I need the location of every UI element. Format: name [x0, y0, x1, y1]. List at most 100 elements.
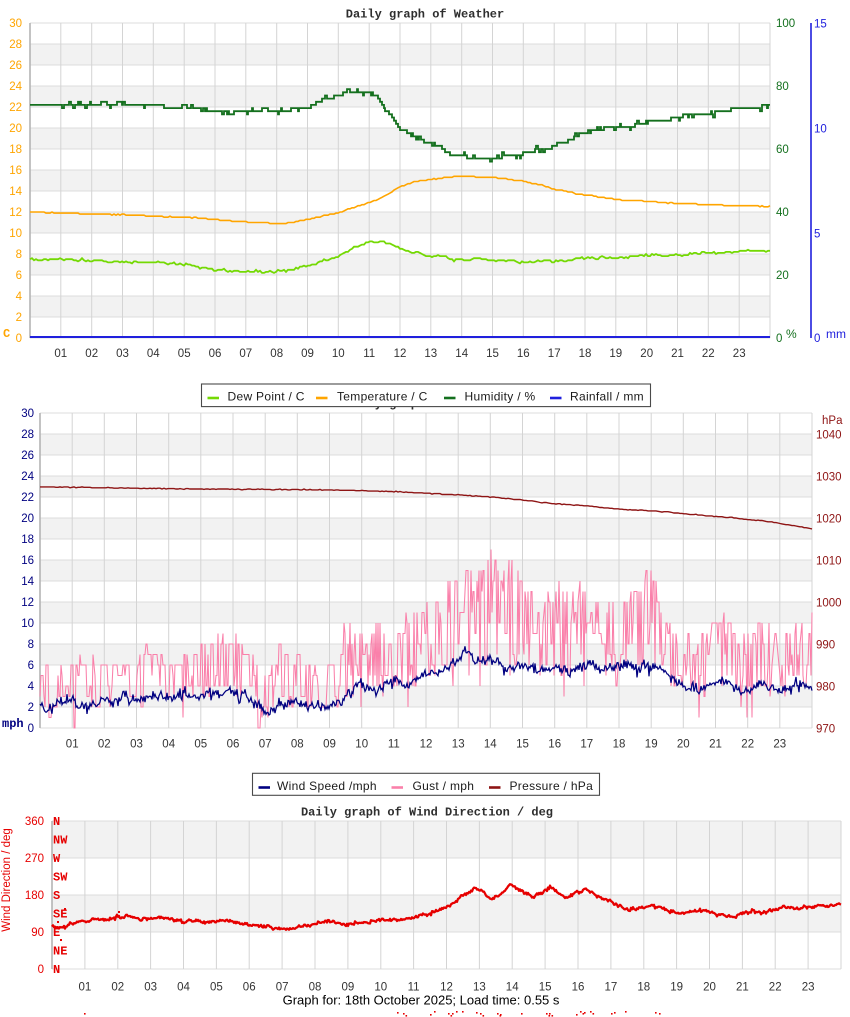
svg-text:S: S	[53, 889, 60, 903]
svg-text:14: 14	[21, 576, 34, 588]
svg-text:13: 13	[473, 982, 486, 994]
svg-text:mm: mm	[826, 327, 846, 341]
svg-text:60: 60	[776, 144, 789, 156]
svg-text:10: 10	[814, 124, 827, 136]
svg-text:12: 12	[440, 982, 453, 994]
svg-text:6: 6	[16, 270, 22, 282]
svg-text:1040: 1040	[816, 430, 842, 442]
svg-text:01: 01	[54, 348, 67, 360]
svg-text:05: 05	[194, 739, 207, 751]
svg-text:Temperature / C: Temperature / C	[337, 390, 428, 404]
svg-text:18: 18	[637, 982, 650, 994]
svg-text:01: 01	[66, 739, 79, 751]
svg-text:18: 18	[613, 739, 626, 751]
svg-text:16: 16	[548, 739, 561, 751]
svg-text:Humidity / %: Humidity / %	[465, 390, 536, 404]
svg-text:23: 23	[733, 348, 746, 360]
svg-text:Wind Speed /mph: Wind Speed /mph	[277, 779, 377, 793]
svg-text:10: 10	[355, 739, 368, 751]
svg-text:2: 2	[28, 702, 34, 714]
svg-text:NE: NE	[53, 945, 67, 959]
svg-text:8: 8	[28, 639, 34, 651]
svg-text:22: 22	[9, 102, 22, 114]
svg-text:11: 11	[363, 348, 375, 360]
svg-text:21: 21	[736, 982, 749, 994]
svg-text:15: 15	[486, 348, 499, 360]
svg-text:16: 16	[517, 348, 530, 360]
svg-text:28: 28	[9, 39, 22, 51]
svg-text:1010: 1010	[816, 556, 842, 568]
svg-text:23: 23	[773, 739, 786, 751]
svg-text:Rainfall / mm: Rainfall / mm	[570, 390, 644, 404]
svg-text:06: 06	[209, 348, 222, 360]
svg-text:Dew Point / C: Dew Point / C	[228, 390, 305, 404]
svg-text:10: 10	[332, 348, 345, 360]
svg-text:13: 13	[424, 348, 437, 360]
svg-text:02: 02	[85, 348, 98, 360]
svg-text:20: 20	[776, 270, 789, 282]
svg-text:01: 01	[79, 982, 92, 994]
svg-text:09: 09	[301, 348, 314, 360]
svg-text:90: 90	[31, 927, 44, 939]
svg-text:Gust / mph: Gust / mph	[413, 779, 475, 793]
svg-text:270: 270	[25, 853, 44, 865]
svg-text:0: 0	[814, 333, 820, 345]
svg-text:Wind Direction / deg: Wind Direction / deg	[1, 828, 13, 932]
svg-text:14: 14	[484, 739, 497, 751]
svg-text:07: 07	[239, 348, 252, 360]
svg-text:14: 14	[9, 186, 22, 198]
svg-text:Pressure / hPa: Pressure / hPa	[510, 779, 594, 793]
svg-text:1000: 1000	[816, 598, 842, 610]
svg-text:26: 26	[9, 60, 22, 72]
svg-text:30: 30	[9, 18, 22, 30]
svg-text:07: 07	[276, 982, 289, 994]
svg-text:15: 15	[814, 19, 827, 31]
svg-text:16: 16	[572, 982, 585, 994]
svg-text:12: 12	[394, 348, 407, 360]
svg-text:26: 26	[21, 450, 34, 462]
svg-text:6: 6	[28, 660, 34, 672]
svg-text:28: 28	[21, 429, 34, 441]
svg-text:100: 100	[776, 18, 795, 30]
svg-text:%: %	[786, 327, 797, 341]
svg-text:N: N	[53, 963, 60, 977]
svg-text:18: 18	[579, 348, 592, 360]
svg-text:04: 04	[162, 739, 175, 751]
svg-text:06: 06	[227, 739, 240, 751]
svg-text:14: 14	[506, 982, 519, 994]
svg-text:mph: mph	[2, 717, 24, 731]
svg-text:02: 02	[98, 739, 111, 751]
svg-text:0: 0	[776, 333, 782, 345]
svg-text:10: 10	[9, 228, 22, 240]
svg-text:0: 0	[28, 723, 34, 735]
svg-text:20: 20	[677, 739, 690, 751]
svg-text:09: 09	[323, 739, 336, 751]
svg-text:03: 03	[144, 982, 157, 994]
svg-text:20: 20	[21, 513, 34, 525]
svg-text:0: 0	[38, 964, 44, 976]
svg-text:1020: 1020	[816, 514, 842, 526]
svg-text:21: 21	[709, 739, 722, 751]
svg-text:12: 12	[420, 739, 433, 751]
svg-text:08: 08	[270, 348, 283, 360]
svg-text:970: 970	[816, 724, 835, 736]
svg-text:17: 17	[548, 348, 561, 360]
svg-text:04: 04	[147, 348, 160, 360]
svg-text:22: 22	[741, 739, 754, 751]
svg-text:23: 23	[802, 982, 815, 994]
svg-text:990: 990	[816, 640, 835, 652]
svg-text:30: 30	[21, 408, 34, 420]
svg-text:C: C	[3, 327, 10, 341]
svg-text:21: 21	[671, 348, 684, 360]
svg-text:22: 22	[769, 982, 782, 994]
svg-text:22: 22	[702, 348, 715, 360]
svg-text:16: 16	[9, 165, 22, 177]
svg-text:13: 13	[452, 739, 465, 751]
svg-text:4: 4	[16, 291, 23, 303]
svg-text:11: 11	[388, 739, 400, 751]
svg-text:05: 05	[210, 982, 223, 994]
svg-text:SW: SW	[53, 871, 68, 885]
svg-text:5: 5	[814, 229, 820, 241]
svg-text:11: 11	[408, 982, 420, 994]
svg-text:15: 15	[516, 739, 529, 751]
